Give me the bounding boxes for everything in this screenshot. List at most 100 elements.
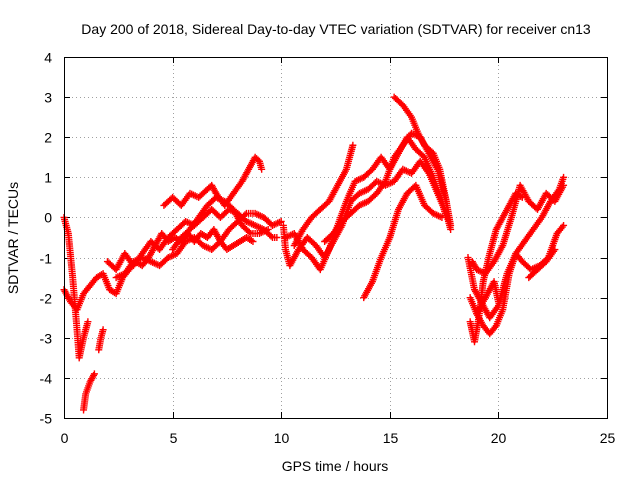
data-point-fill — [517, 183, 532, 204]
data-point-fill — [300, 247, 314, 260]
data-point-fill — [166, 227, 179, 240]
data-point-fill — [82, 380, 93, 396]
data-point-fill — [287, 247, 302, 268]
data-point-fill — [539, 199, 554, 220]
data-point-fill — [554, 223, 566, 236]
data-point — [438, 213, 446, 221]
data-point-fill — [174, 239, 188, 256]
data-point-fill — [471, 316, 482, 344]
data-point-fill — [257, 226, 270, 237]
data-point — [264, 225, 272, 233]
data-point-fill — [382, 155, 397, 183]
data-point-fill — [361, 167, 375, 180]
data-point-fill — [486, 227, 500, 256]
data-point-fill — [339, 211, 353, 224]
data-point-fill — [231, 239, 242, 249]
data-point-fill — [214, 194, 227, 205]
data-point-fill — [431, 210, 444, 221]
data-point-fill — [166, 235, 177, 245]
x-tick-label: 20 — [491, 430, 507, 446]
data-point — [494, 298, 502, 306]
y-tick-label: -1 — [40, 251, 53, 267]
data-point-fill — [198, 230, 210, 240]
data-point — [560, 181, 568, 189]
data-point-fill — [348, 191, 362, 204]
data-point — [560, 221, 568, 229]
data-point-fill — [383, 178, 396, 189]
data-point-fill — [244, 235, 255, 245]
y-tick-label: -5 — [40, 411, 53, 427]
data-point-fill — [543, 247, 558, 264]
data-point-fill — [401, 166, 414, 177]
data-point-fill — [391, 167, 406, 184]
y-tick-label: 3 — [44, 90, 52, 106]
data-point-fill — [366, 191, 379, 204]
y-tick-label: 0 — [44, 210, 52, 226]
data-point-fill — [305, 235, 319, 248]
data-point-fill — [357, 198, 370, 209]
data-point-fill — [87, 371, 98, 384]
data-point-fill — [400, 131, 414, 148]
data-point-fill — [61, 215, 72, 235]
data-point-fill — [218, 227, 232, 244]
y-axis-label: SDTVAR / TECUs — [5, 182, 21, 294]
data-point-fill — [240, 223, 253, 236]
data-point — [258, 165, 266, 173]
data-point-fill — [179, 227, 193, 240]
data-point — [277, 217, 285, 225]
data-point-fill — [140, 254, 153, 265]
data-point-fill — [493, 215, 506, 232]
data-point-fill — [291, 227, 306, 248]
data-point-fill — [392, 94, 405, 108]
data-point-fill — [122, 259, 136, 276]
data-point-fill — [530, 215, 545, 232]
data-point-fill — [513, 190, 525, 200]
data-point-fill — [395, 191, 410, 212]
y-tick-label: 4 — [44, 50, 52, 66]
data-point-fill — [357, 186, 370, 197]
data-point-fill — [222, 199, 236, 212]
data-point-fill — [493, 308, 506, 328]
data-point-fill — [231, 179, 245, 196]
data-point — [273, 234, 281, 241]
data-point — [249, 238, 257, 246]
data-point-fill — [170, 235, 184, 252]
chart-title: Day 200 of 2018, Sidereal Day-to-day VTE… — [81, 21, 591, 37]
y-tick-label: -3 — [40, 331, 53, 347]
x-tick-labels: 0 5 10 15 20 25 — [61, 430, 616, 446]
data-point-fill — [343, 179, 358, 203]
data-point-fill — [209, 183, 219, 196]
data-point-fill — [391, 143, 406, 160]
data-point-fill — [97, 328, 107, 340]
data-point-fill — [487, 323, 499, 336]
data-point-fill — [309, 207, 323, 220]
data-point-fill — [317, 248, 332, 272]
data-point-fill — [253, 155, 262, 164]
data-point — [84, 318, 92, 326]
data-point-fill — [322, 231, 336, 244]
data-point-fill — [227, 219, 240, 232]
y-tick-labels: -5 -4 -3 -2 -1 0 1 2 3 4 — [40, 50, 53, 427]
data-point-fill — [436, 167, 450, 203]
data-point-fill — [157, 255, 171, 268]
data-point-fill — [374, 179, 388, 196]
data-point-fill — [94, 271, 105, 281]
data-point-fill — [249, 229, 261, 237]
data-point-fill — [552, 183, 567, 204]
data-point-fill — [166, 250, 179, 261]
x-tick-label: 10 — [274, 430, 290, 446]
data-point-fill — [87, 275, 99, 288]
data-point-fill — [318, 199, 332, 212]
data-point-fill — [500, 203, 512, 220]
data-point-fill — [415, 131, 428, 148]
data-point-fill — [506, 191, 519, 208]
plot-frame — [64, 57, 608, 419]
data-point-fill — [430, 151, 443, 171]
data-point-fill — [114, 270, 127, 281]
data-point-fill — [100, 272, 113, 292]
data-point-fill — [65, 232, 76, 280]
data-point-fill — [270, 218, 283, 229]
data-point-fill — [300, 215, 314, 232]
data-point-fill — [522, 227, 536, 244]
